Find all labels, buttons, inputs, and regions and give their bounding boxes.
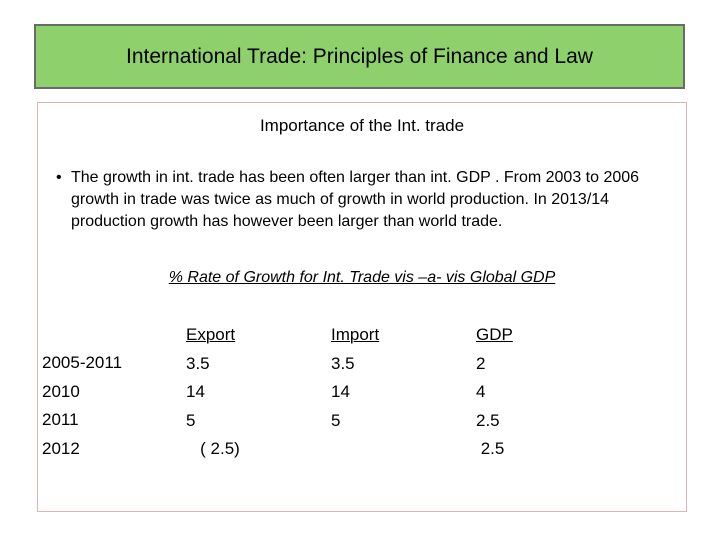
import-cell: 14 (331, 382, 350, 401)
import-cell: 3.5 (331, 353, 355, 373)
export-cell: 14 (186, 382, 205, 401)
import-column: Import 3.5 14 5 (331, 321, 379, 435)
slide-title: International Trade: Principles of Finan… (126, 44, 593, 68)
gdp-header: GDP (476, 325, 513, 344)
gdp-cell: 2 (476, 353, 486, 373)
year-cell: 2010 (42, 381, 80, 401)
year-cell: 2012 (42, 438, 80, 458)
gdp-cell: 2.5 (476, 410, 500, 430)
export-cell: 3.5 (186, 353, 210, 373)
year-cell: 2011 (42, 410, 79, 429)
years-column: 2005-2011 2010 2011 2012 (42, 349, 122, 463)
title-banner: International Trade: Principles of Finan… (34, 24, 685, 89)
content-box: Importance of the Int. trade • The growt… (37, 102, 687, 512)
gdp-cell: 2.5 (476, 439, 505, 458)
bullet-icon: • (56, 169, 62, 186)
section-heading: Importance of the Int. trade (259, 116, 465, 135)
table-caption: % Rate of Growth for Int. Trade vis –a- … (168, 269, 556, 286)
export-column: Export 3.5 14 5 ( 2.5) (186, 321, 240, 464)
export-cell: 5 (186, 410, 196, 430)
export-cell: ( 2.5) (186, 439, 240, 458)
export-header: Export (186, 325, 236, 344)
bullet-paragraph: The growth in int. trade has been often … (71, 169, 640, 230)
import-header: Import (331, 325, 380, 344)
gdp-column: GDP 2 4 2.5 2.5 (476, 321, 513, 464)
year-cell: 2005-2011 (42, 353, 123, 372)
gdp-cell: 4 (476, 382, 486, 401)
import-cell: 5 (331, 410, 341, 430)
